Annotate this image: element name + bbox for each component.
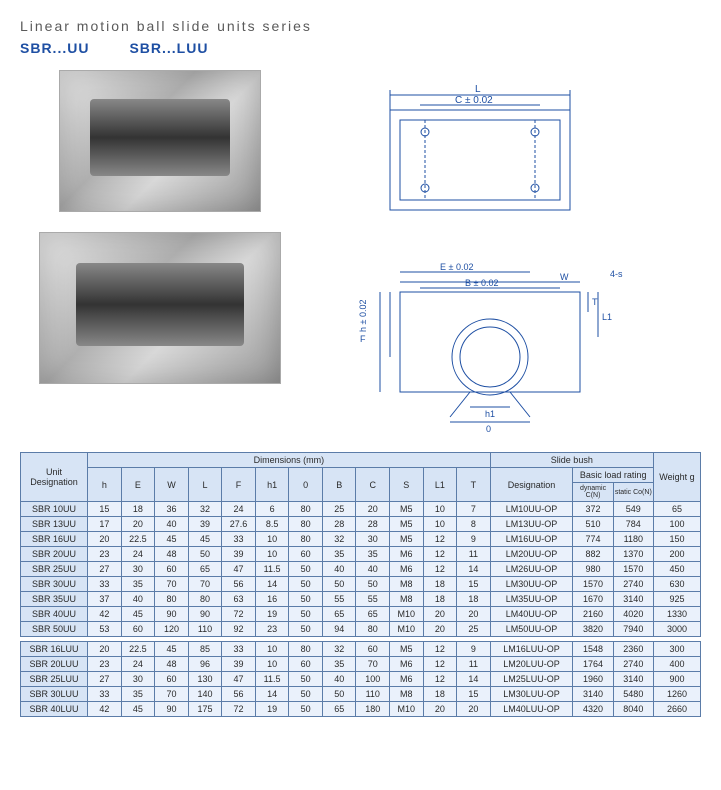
svg-text:C ± 0.02: C ± 0.02 — [455, 95, 493, 106]
svg-text:h1: h1 — [485, 409, 495, 419]
svg-text:B ± 0.02: B ± 0.02 — [465, 278, 498, 288]
table-row: SBR 16UU2022.545453310803230M5129LM16UU-… — [21, 532, 701, 547]
svg-text:4-s: 4-s — [610, 269, 623, 279]
svg-text:F: F — [360, 334, 366, 344]
col-dimensions: Dimensions (mm) — [88, 453, 491, 468]
table-row: SBR 20LUU232448963910603570M61211LM20LUU… — [21, 657, 701, 672]
spec-table: Unit Designation Dimensions (mm) Slide b… — [20, 452, 701, 717]
table-row: SBR 30LUU33357014056145050110M81815LM30L… — [21, 687, 701, 702]
table-row: SBR 16LUU2022.545853310803260M5129LM16LU… — [21, 642, 701, 657]
diagram-front-view: E ± 0.02 W B ± 0.02 4-s F h ± 0.02 T L1 … — [330, 242, 650, 432]
table-header: Unit Designation Dimensions (mm) Slide b… — [21, 453, 701, 502]
col-dynamic: dynamic C(N) — [573, 483, 613, 502]
table-row: SBR 30UU333570705614505050M81815LM30UU-O… — [21, 577, 701, 592]
rows-uu: SBR 10UU15183632246802520M5107LM10UU-OP3… — [21, 502, 701, 637]
subtitle-uu: SBR...UU — [20, 40, 89, 56]
rows-luu: SBR 16LUU2022.545853310803260M5129LM16LU… — [21, 642, 701, 717]
table-row: SBR 40UU424590907219506565M102020LM40UU-… — [21, 607, 701, 622]
svg-text:T: T — [592, 297, 598, 307]
col-basic-load: Basic load rating — [573, 468, 654, 483]
col-static: static Co(N) — [613, 483, 653, 502]
col-bush-desig: Designation — [490, 468, 573, 502]
svg-text:L1: L1 — [602, 312, 612, 322]
product-photos — [20, 70, 300, 432]
svg-text:h ± 0.02: h ± 0.02 — [358, 300, 368, 332]
svg-text:0: 0 — [486, 424, 491, 432]
subtitle-luu: SBR...LUU — [129, 40, 208, 56]
svg-text:L: L — [475, 84, 481, 95]
col-weight: Weight g — [653, 453, 700, 502]
table-row: SBR 25LUU2730601304711.55040100M61214LM2… — [21, 672, 701, 687]
diagram-top-view: L C ± 0.02 — [330, 70, 630, 230]
col-slidebush: Slide bush — [490, 453, 653, 468]
table-row: SBR 10UU15183632246802520M5107LM10UU-OP3… — [21, 502, 701, 517]
series-subtitles: SBR...UU SBR...LUU — [20, 40, 701, 56]
technical-diagrams: L C ± 0.02 E ± 0.02 W B ± 0.02 4 — [330, 70, 701, 432]
table-row: SBR 13UU1720403927.68.5802828M5108LM13UU… — [21, 517, 701, 532]
table-row: SBR 25UU273060654711.5504040M61214LM26UU… — [21, 562, 701, 577]
table-row: SBR 35UU374080806316505555M81818LM35UU-O… — [21, 592, 701, 607]
col-unit: Unit Designation — [21, 453, 88, 502]
svg-text:E ± 0.02: E ± 0.02 — [440, 262, 473, 272]
photo-short-unit — [59, 70, 261, 212]
photo-long-unit — [39, 232, 281, 384]
table-row: SBR 50UU53601201109223509480M102025LM50U… — [21, 622, 701, 637]
table-row: SBR 40LUU42459017572195065180M102020LM40… — [21, 702, 701, 717]
page-title: Linear motion ball slide units series — [20, 18, 701, 34]
table-row: SBR 20UU232448503910603535M61211LM20UU-O… — [21, 547, 701, 562]
svg-text:W: W — [560, 272, 569, 282]
